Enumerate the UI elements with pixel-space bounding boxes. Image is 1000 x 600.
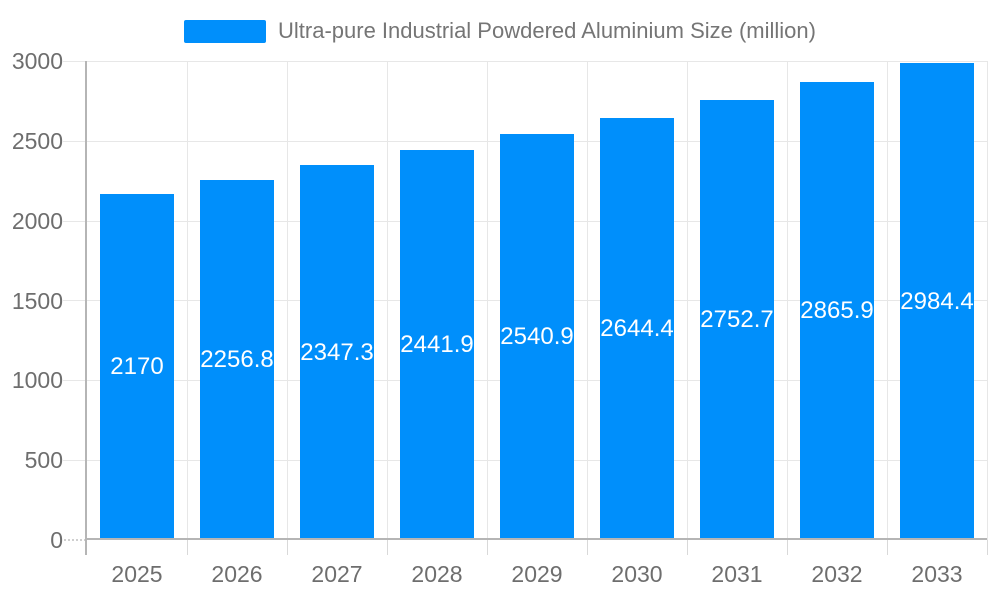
bar-2028: 2441.9	[400, 150, 474, 540]
bar-2032: 2865.9	[800, 82, 874, 540]
x-axis-tick	[587, 540, 588, 555]
x-axis-tick	[987, 540, 988, 555]
x-axis-line	[85, 538, 987, 540]
y-gridline	[63, 61, 987, 62]
bar-value-label: 2540.9	[500, 323, 574, 350]
x-tick-label: 2032	[811, 561, 863, 587]
bar-value-label: 2441.9	[400, 331, 474, 358]
x-tick-label: 2029	[511, 561, 563, 587]
x-tick-label: 2033	[911, 561, 963, 587]
x-axis-tick	[887, 540, 888, 555]
bar-value-label: 2865.9	[800, 297, 874, 324]
y-tick-label: 0	[50, 527, 63, 553]
x-gridline	[187, 61, 188, 540]
bar-2030: 2644.4	[600, 118, 674, 540]
chart-legend[interactable]: Ultra-pure Industrial Powdered Aluminium…	[0, 18, 1000, 44]
bar-value-label: 2984.4	[900, 287, 974, 315]
y-tick-label: 2500	[11, 128, 63, 154]
x-tick-label: 2030	[611, 561, 663, 587]
y-tick-label: 3000	[11, 48, 63, 74]
bar-2027: 2347.3	[300, 165, 374, 540]
bar-2026: 2256.8	[200, 180, 274, 540]
bar-value-label: 2644.4	[600, 315, 674, 342]
x-axis-tick	[787, 540, 788, 555]
y-axis-line	[85, 61, 87, 555]
x-axis-tick	[187, 540, 188, 555]
plot-area: 2170 2256.8 2347.3 2441.9 2540.9 2644.4 2752.7…	[63, 61, 988, 540]
x-tick-label: 2025	[111, 561, 163, 587]
zero-tick-line	[64, 539, 86, 541]
x-tick-label: 2031	[711, 561, 763, 587]
x-gridline	[387, 61, 388, 540]
x-gridline	[987, 61, 988, 540]
x-tick-label: 2026	[211, 561, 263, 587]
bar-2029: 2540.9	[500, 134, 574, 540]
x-axis-tick	[487, 540, 488, 555]
x-gridline	[687, 61, 688, 540]
x-gridline	[887, 61, 888, 540]
bar-value-label: 2256.8	[200, 346, 274, 373]
x-gridline	[287, 61, 288, 540]
x-tick-label: 2027	[311, 561, 363, 587]
y-tick-label: 1500	[11, 288, 63, 314]
y-tick-label: 500	[24, 447, 63, 473]
x-tick-label: 2028	[411, 561, 463, 587]
bar-2025: 2170	[100, 194, 174, 540]
x-gridline	[487, 61, 488, 540]
bar-value-label: 2170	[110, 353, 164, 380]
x-gridline	[587, 61, 588, 540]
x-axis-tick	[387, 540, 388, 555]
x-axis-tick	[287, 540, 288, 555]
bar-value-label: 2752.7	[700, 306, 774, 333]
x-axis-tick	[687, 540, 688, 555]
x-gridline	[787, 61, 788, 540]
legend-swatch	[184, 19, 266, 43]
y-tick-label: 1000	[11, 367, 63, 393]
bar-2033: 2984.4	[900, 63, 974, 540]
bar-value-label: 2347.3	[300, 338, 374, 366]
legend-label: Ultra-pure Industrial Powdered Aluminium…	[278, 18, 816, 43]
y-tick-label: 2000	[11, 208, 63, 234]
bar-2031: 2752.7	[700, 100, 774, 540]
